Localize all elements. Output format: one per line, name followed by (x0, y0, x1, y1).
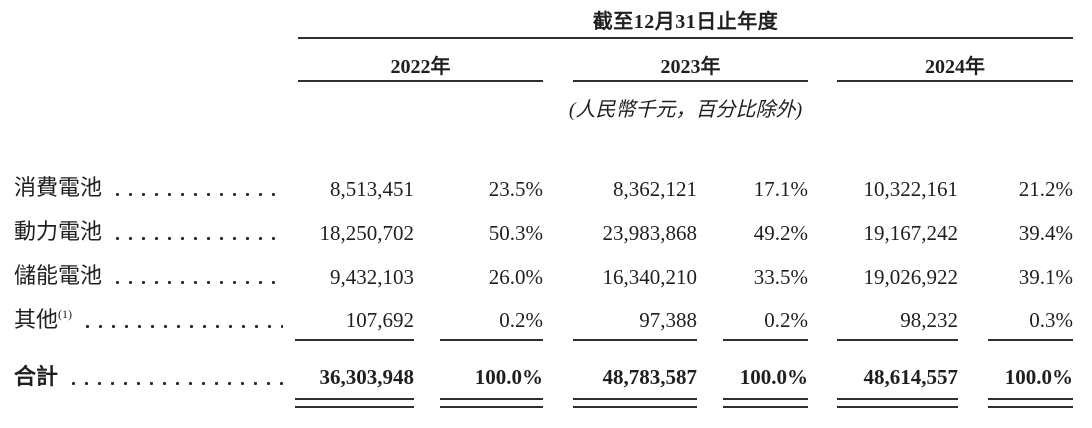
row-total: 合計 36,303,948 100.0% 48,783,587 100.0% 4… (14, 340, 1073, 400)
year-underline-2023 (573, 80, 808, 82)
total-percent-2022: 100.0% (440, 340, 543, 400)
row-label: 儲能電池 (14, 252, 286, 296)
row-power-battery: 動力電池 18,250,702 50.3% 23,983,868 49.2% 1… (14, 208, 1073, 252)
percent-2024: 21.2% (1018, 177, 1073, 201)
percent-2023: 49.2% (753, 221, 808, 245)
percent-2023: 0.2% (723, 296, 808, 341)
total-value-2024: 48,614,557 (837, 340, 958, 400)
currency-unit-note: (人民幣千元，百分比除外) (568, 99, 803, 121)
column-header-2024: 2024年 (925, 56, 985, 78)
dot-leader (111, 190, 283, 199)
value-2024: 19,167,242 (863, 221, 959, 245)
row-others: 其他(1) 107,692 0.2% 97,388 0.2% 98,232 0.… (14, 296, 1073, 341)
row-energy-storage-battery: 儲能電池 9,432,103 26.0% 16,340,210 33.5% 19… (14, 252, 1073, 296)
value-2024: 98,232 (837, 296, 958, 341)
dot-leader (67, 379, 283, 388)
total-label: 合計 (14, 340, 286, 399)
value-2023: 16,340,210 (602, 265, 698, 289)
percent-2022: 23.5% (488, 177, 543, 201)
row-label: 動力電池 (14, 208, 286, 252)
dot-leader (81, 322, 283, 331)
value-2023: 23,983,868 (602, 221, 698, 245)
dot-leader (111, 278, 283, 287)
total-value-2022: 36,303,948 (295, 340, 414, 400)
value-2022: 9,432,103 (330, 265, 414, 289)
value-2022: 18,250,702 (319, 221, 415, 245)
value-2024: 19,026,922 (863, 265, 959, 289)
total-value-2023: 48,783,587 (573, 340, 697, 400)
period-title: 截至12月31日止年度 (592, 11, 779, 33)
value-2023: 8,362,121 (613, 177, 697, 201)
row-label: 消費電池 (14, 164, 286, 208)
row-label: 其他(1) (14, 296, 286, 340)
percent-2023: 17.1% (753, 177, 808, 201)
percent-2024: 39.4% (1018, 221, 1073, 245)
percent-2024: 39.1% (1018, 265, 1073, 289)
value-2024: 10,322,161 (863, 177, 959, 201)
percent-2023: 33.5% (753, 265, 808, 289)
year-underline-2024 (837, 80, 1073, 82)
value-2022: 8,513,451 (330, 177, 414, 201)
percent-2022: 0.2% (440, 296, 543, 341)
column-header-2023: 2023年 (660, 56, 721, 78)
percent-2022: 26.0% (488, 265, 543, 289)
percent-2024: 0.3% (988, 296, 1073, 341)
header-top-rule (298, 37, 1073, 39)
double-rule-row (14, 399, 1073, 408)
value-2023: 97,388 (573, 296, 697, 341)
row-consumer-battery: 消費電池 8,513,451 23.5% 8,362,121 17.1% 10,… (14, 164, 1073, 208)
total-percent-2023: 100.0% (723, 340, 808, 400)
footnote-marker: (1) (58, 307, 73, 321)
column-header-2022: 2022年 (390, 56, 451, 78)
dot-leader (111, 234, 283, 243)
segment-revenue-table: 消費電池 8,513,451 23.5% 8,362,121 17.1% 10,… (14, 164, 1073, 408)
value-2022: 107,692 (295, 296, 414, 341)
percent-2022: 50.3% (488, 221, 543, 245)
total-percent-2024: 100.0% (988, 340, 1073, 400)
year-underline-2022 (298, 80, 543, 82)
